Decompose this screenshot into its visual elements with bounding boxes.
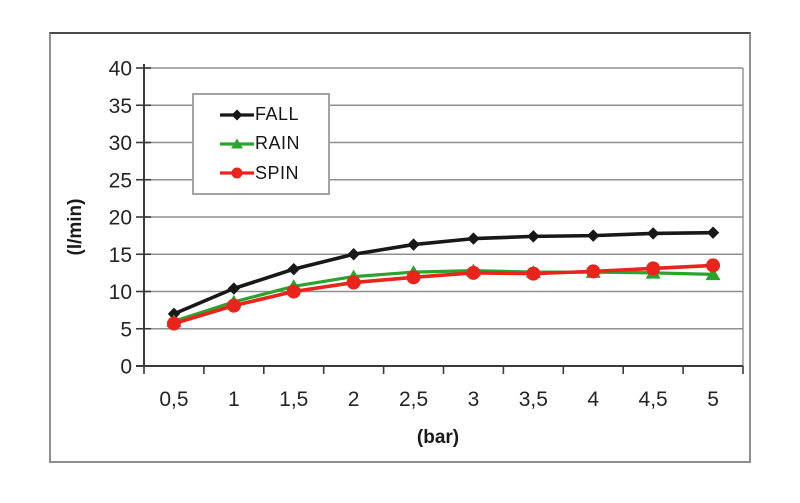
x-tick-label: 1 [228,388,240,411]
diamond-legend-marker-icon [220,109,254,121]
diamond-marker [347,248,360,261]
diamond-marker [227,282,241,295]
x-tick-label: 0,5 [159,388,188,411]
circle-marker [586,264,601,279]
circle-marker [646,261,661,276]
triangle-marker [705,267,721,281]
y-tick-label: 30 [109,132,132,155]
circle-marker [166,316,181,331]
diamond-marker [706,226,720,239]
circle-marker [406,270,421,285]
diamond-marker [646,227,660,240]
y-axis-title: (l/min) [65,198,86,256]
circle-marker [466,265,481,280]
series-fall [167,226,720,321]
x-axis-title: (bar) [416,427,460,448]
triangle-legend-marker-icon [220,138,254,149]
x-tick-label: 3,5 [519,388,548,411]
legend-item-rain: RAIN [220,133,324,154]
diamond-marker [407,238,420,251]
circle-marker [526,266,541,281]
x-tick-label: 1,5 [279,388,308,411]
circle-marker [346,275,361,290]
diamond-marker [527,230,540,243]
legend-item-spin: SPIN [220,163,324,184]
series-rain [166,263,721,328]
diamond-marker [231,109,243,121]
plot-area: 0 5 10 15 20 25 30 35 40 0,5 1 1,5 2 2,5 3 3,5 4 4,5 5 [109,58,744,411]
x-tick-label: 4 [587,388,599,411]
y-tick-label: 25 [109,169,132,192]
circle-legend-marker-icon [220,167,254,179]
circle-marker [706,258,721,273]
legend-label: SPIN [255,162,300,183]
circle-marker [286,284,301,299]
y-tick-label: 20 [109,207,132,230]
y-tick-label: 10 [109,281,132,304]
chart-frame: 0 5 10 15 20 25 30 35 40 0,5 1 1,5 2 2,5 3 3,5 4 4,5 5 (l/… [49,32,751,463]
x-tick-label: 5 [707,388,719,411]
y-tick-label: 40 [109,58,132,81]
series-line [172,230,715,316]
legend-item-fall: FALL [220,104,324,125]
x-tick-label: 3 [468,388,480,411]
series-spin [166,258,721,331]
diamond-marker [167,307,181,321]
diamond-marker [587,229,600,242]
x-tick-label: 2 [348,388,360,411]
triangle-marker [231,138,243,149]
series-line [172,263,715,326]
legend-label: RAIN [255,133,301,154]
diamond-marker [467,232,480,245]
circle-marker [226,298,241,313]
legend: FALL RAIN SPIN [192,93,330,195]
y-tick-label: 35 [109,95,132,118]
series-line [172,269,715,323]
circle-marker [231,167,243,179]
x-tick-label: 4,5 [639,388,668,411]
diamond-marker [287,262,300,276]
y-tick-label: 5 [120,318,132,341]
y-tick-label: 15 [109,244,132,267]
x-tick-label: 2,5 [399,388,428,411]
y-tick-label: 0 [120,356,132,379]
legend-label: FALL [255,104,300,125]
